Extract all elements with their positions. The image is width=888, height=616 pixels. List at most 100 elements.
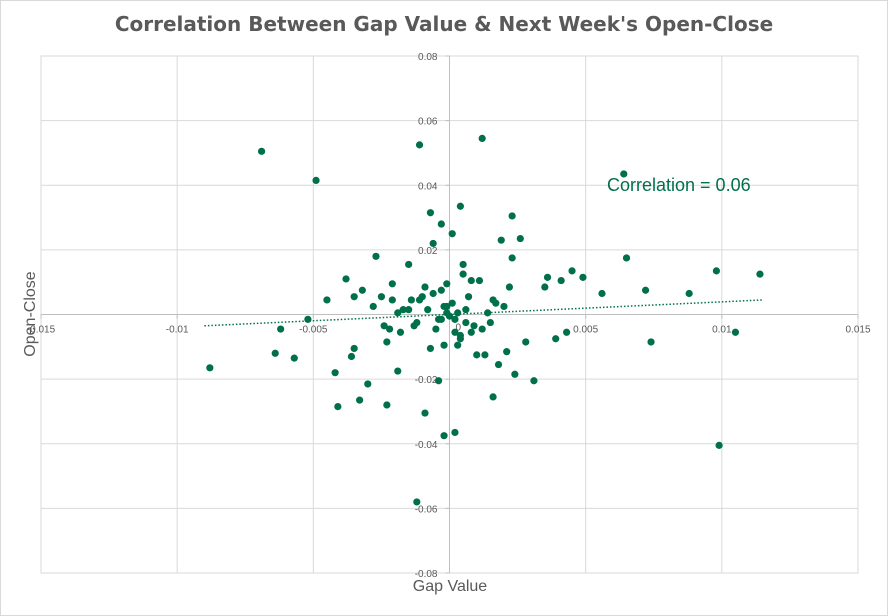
data-point [405, 260, 413, 269]
data-point [598, 289, 606, 298]
data-point [579, 273, 587, 281]
data-point [426, 344, 435, 353]
data-point [641, 286, 650, 294]
data-point [454, 341, 462, 349]
data-point [421, 283, 429, 291]
data-point [448, 230, 456, 238]
trendline-layer [204, 299, 763, 327]
data-point [459, 260, 467, 269]
y-axis-label: Open-Close [22, 271, 39, 357]
data-point [429, 289, 437, 298]
data-point [437, 286, 445, 294]
data-point [451, 428, 459, 437]
x-tick-label: 0.015 [845, 325, 870, 336]
data-point [388, 280, 396, 288]
data-point [369, 302, 377, 311]
data-point [467, 328, 475, 336]
data-point [456, 335, 464, 343]
data-point [543, 273, 552, 281]
data-point [290, 354, 298, 362]
point-layer [206, 134, 764, 506]
data-point [522, 338, 530, 346]
data-point [413, 498, 421, 506]
data-point [407, 296, 415, 304]
data-point [350, 344, 358, 353]
y-tick-label: 0.06 [418, 117, 438, 128]
data-point [497, 236, 505, 244]
data-point [323, 296, 331, 304]
data-point [470, 322, 478, 330]
y-tick-label: -0.06 [415, 504, 438, 515]
correlation-annotation: Correlation = 0.06 [607, 175, 751, 195]
data-point [271, 349, 279, 357]
data-point [620, 170, 628, 178]
data-point [399, 306, 407, 314]
data-point [334, 402, 342, 411]
data-point [432, 325, 440, 333]
data-point [508, 254, 516, 262]
data-point [394, 367, 402, 375]
data-point [508, 212, 516, 220]
data-point [443, 280, 451, 288]
x-tick-label: -0.005 [299, 325, 328, 336]
data-point [478, 325, 486, 333]
data-point [435, 377, 443, 385]
y-tick-label: 0.04 [418, 181, 438, 192]
data-point [489, 393, 497, 401]
data-point [462, 306, 470, 314]
data-point [410, 322, 418, 330]
data-point [421, 409, 429, 417]
data-point [756, 270, 764, 278]
data-point [511, 370, 519, 378]
data-point [459, 270, 467, 278]
data-point [557, 276, 565, 285]
data-point [486, 318, 494, 327]
data-point [435, 315, 443, 323]
origin-tick-label: 0 [456, 323, 462, 334]
x-axis-label: Gap Value [412, 578, 488, 595]
data-point [481, 351, 489, 359]
data-point [478, 134, 486, 142]
data-point [440, 341, 448, 349]
x-tick-label: 0.005 [573, 325, 598, 336]
data-point [454, 309, 462, 317]
y-tick-label: -0.04 [415, 440, 438, 451]
data-point [437, 220, 445, 228]
data-point [383, 401, 391, 409]
data-point [445, 312, 454, 320]
data-point [388, 296, 396, 304]
data-point [304, 315, 312, 323]
data-point [383, 338, 391, 346]
data-point [405, 306, 413, 314]
data-point [731, 328, 740, 336]
data-point [462, 318, 470, 327]
data-point [568, 267, 576, 275]
y-tick-label: -0.08 [415, 569, 438, 580]
data-point [712, 267, 720, 275]
data-point [356, 396, 364, 404]
data-point [372, 252, 380, 260]
data-point [331, 369, 339, 377]
data-point [424, 306, 432, 314]
data-point [377, 293, 386, 301]
data-point [475, 276, 484, 285]
data-point [440, 302, 448, 311]
data-point [494, 360, 503, 369]
y-tick-label: 0.02 [418, 246, 438, 257]
data-point [516, 234, 524, 243]
data-point [385, 325, 394, 333]
data-point [394, 309, 402, 317]
data-point [647, 338, 655, 346]
data-point [380, 322, 388, 330]
data-point [396, 328, 405, 336]
data-point [563, 328, 571, 336]
data-point [541, 283, 549, 291]
data-point [505, 283, 514, 291]
data-point [456, 202, 464, 210]
data-point [622, 254, 631, 262]
data-point [464, 293, 473, 301]
x-tick-label: -0.01 [166, 325, 189, 336]
data-point [440, 432, 448, 440]
data-point [350, 293, 358, 301]
